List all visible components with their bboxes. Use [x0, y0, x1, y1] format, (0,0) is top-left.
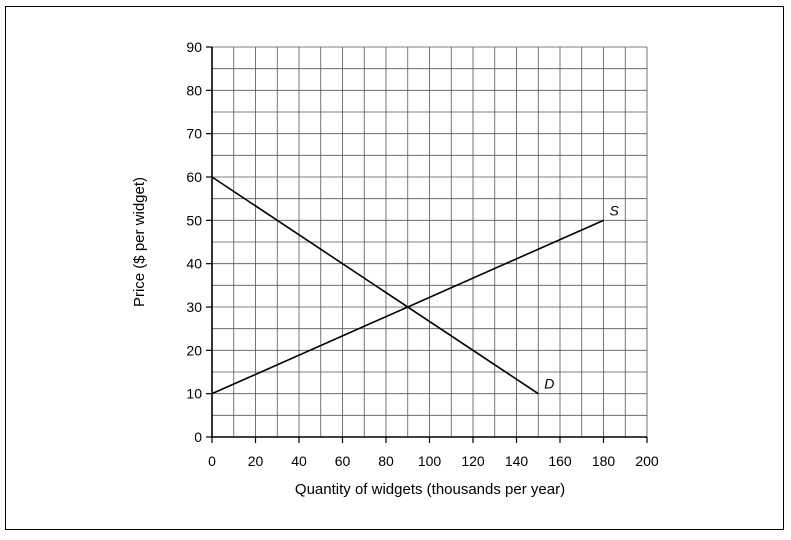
y-tick-label: 30	[186, 299, 202, 315]
grid	[211, 46, 648, 438]
y-tick-label: 90	[186, 39, 202, 55]
series-line-s	[211, 219, 604, 395]
series-label-s: S	[610, 202, 620, 218]
x-tick-label: 60	[335, 453, 351, 469]
y-tick-label: 80	[186, 82, 202, 98]
y-tick-label: 50	[186, 212, 202, 228]
x-tick-label: 140	[505, 453, 529, 469]
series-label-d: D	[544, 376, 554, 392]
x-tick-label: 200	[635, 453, 659, 469]
x-tick-label: 40	[291, 453, 307, 469]
series-lines	[211, 176, 604, 395]
series-labels: DS	[544, 202, 619, 391]
y-tick-label: 60	[186, 169, 202, 185]
x-tick-label: 80	[378, 453, 394, 469]
y-tick-label: 10	[186, 386, 202, 402]
x-tick-label: 20	[248, 453, 264, 469]
y-axis-title: Price ($ per widget)	[131, 177, 148, 307]
x-tick-label: 0	[208, 453, 216, 469]
y-tick-label: 40	[186, 256, 202, 272]
ticks: 0 20 40 60 80 100 120 140 160 180 200 0 10 20 30 40 50 60…	[186, 39, 658, 469]
x-tick-label: 100	[418, 453, 442, 469]
series-line-d	[211, 176, 539, 395]
x-tick-label: 160	[548, 453, 572, 469]
y-tick-label: 0	[194, 429, 202, 445]
y-tick-label: 70	[186, 126, 202, 142]
chart-frame	[5, 6, 784, 530]
x-tick-label: 180	[592, 453, 616, 469]
x-tick-label: 120	[461, 453, 485, 469]
x-axis-title: Quantity of widgets (thousands per year)	[295, 481, 565, 498]
y-tick-label: 20	[186, 342, 202, 358]
